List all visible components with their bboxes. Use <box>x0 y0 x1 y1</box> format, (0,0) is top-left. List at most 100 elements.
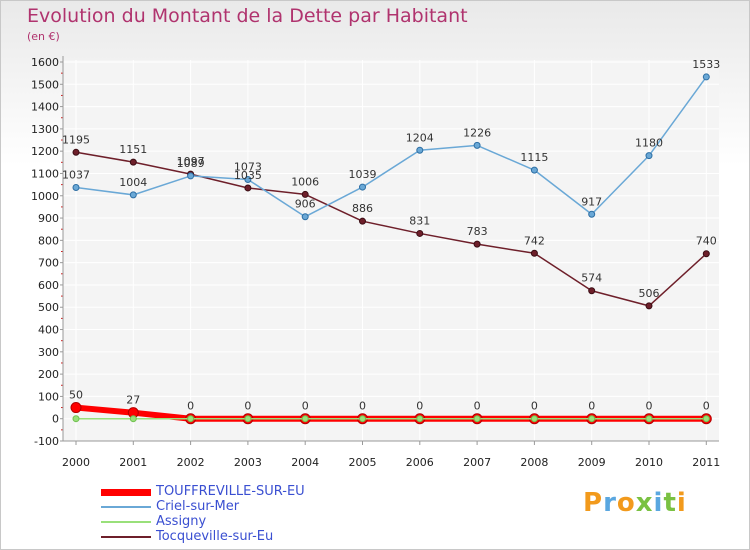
y-tick-label: 100 <box>38 390 59 403</box>
data-point-tocqueville-sur-eu <box>530 249 538 257</box>
legend-item-criel: Criel-sur-Mer <box>101 499 361 515</box>
y-tick-label: 300 <box>38 346 59 359</box>
data-point-assigny <box>473 415 481 423</box>
legend: TOUFFREVILLE-SUR-EU Criel-sur-Mer Assign… <box>101 484 361 545</box>
data-label-criel-sur-mer: 1226 <box>463 126 491 139</box>
data-point-criel-sur-mer <box>301 213 309 221</box>
y-tick-label: 1000 <box>31 190 59 203</box>
data-label-tocqueville-sur-eu: 574 <box>581 272 602 285</box>
x-tick-label: 2007 <box>463 456 491 469</box>
proxiti-logo: Proxiti <box>583 488 687 518</box>
data-label-criel-sur-mer: 1004 <box>119 176 147 189</box>
data-label-touffreville-sur-eu: 0 <box>416 400 423 413</box>
data-point-tocqueville-sur-eu <box>244 184 252 192</box>
data-label-tocqueville-sur-eu: 1195 <box>62 133 90 146</box>
legend-item-assigny: Assigny <box>101 514 361 530</box>
legend-item-touffreville: TOUFFREVILLE-SUR-EU <box>101 484 361 500</box>
x-tick-label: 2003 <box>234 456 262 469</box>
data-point-criel-sur-mer <box>244 175 252 183</box>
data-label-criel-sur-mer: 906 <box>295 198 316 211</box>
series-line-tocqueville-sur-eu <box>75 151 707 307</box>
data-labels: 50 27 0 0 0 0 0 0 0 0 0 0 1037 1004 1089 1073 906 1039 120… <box>62 58 720 413</box>
y-tick-label: -100 <box>34 435 59 448</box>
chart-title: Evolution du Montant de la Dette par Hab… <box>27 5 468 27</box>
data-point-tocqueville-sur-eu <box>702 250 710 258</box>
data-label-criel-sur-mer: 1039 <box>349 168 377 181</box>
data-point-criel-sur-mer <box>359 183 366 191</box>
data-label-criel-sur-mer: 1089 <box>177 157 205 170</box>
data-point-tocqueville-sur-eu <box>129 158 137 166</box>
data-point-tocqueville-sur-eu <box>473 240 481 248</box>
y-tick-label: 1500 <box>31 78 59 91</box>
data-label-tocqueville-sur-eu: 886 <box>352 202 373 215</box>
chart-subtitle: (en €) <box>27 30 60 43</box>
legend-label-criel: Criel-sur-Mer <box>156 499 240 514</box>
y-tick-label: 1400 <box>31 101 59 114</box>
data-label-touffreville-sur-eu: 50 <box>69 389 83 402</box>
x-tick-label: 2009 <box>578 456 606 469</box>
y-tick-label: 1600 <box>31 56 59 69</box>
data-point-criel-sur-mer <box>187 172 195 180</box>
y-tick-label: 800 <box>38 234 59 247</box>
data-point-assigny <box>244 415 252 423</box>
y-tick-label: 1300 <box>31 123 59 136</box>
data-label-tocqueville-sur-eu: 1097 <box>177 155 205 168</box>
data-point-tocqueville-sur-eu <box>72 148 80 156</box>
data-label-criel-sur-mer: 1073 <box>234 160 262 173</box>
data-point-criel-sur-mer <box>416 146 424 154</box>
data-point-assigny <box>702 415 710 423</box>
data-label-criel-sur-mer: 1180 <box>635 137 663 150</box>
data-label-tocqueville-sur-eu: 506 <box>639 287 660 300</box>
data-label-tocqueville-sur-eu: 740 <box>696 235 717 248</box>
y-tick-label: 0 <box>52 413 59 426</box>
data-point-tocqueville-sur-eu <box>416 229 424 237</box>
legend-swatch-tocqueville <box>101 536 151 538</box>
y-tick-label: 1100 <box>31 167 59 180</box>
data-label-criel-sur-mer: 1037 <box>62 169 90 182</box>
data-label-criel-sur-mer: 1115 <box>520 151 548 164</box>
y-tick-label: 600 <box>38 279 59 292</box>
data-label-touffreville-sur-eu: 0 <box>703 400 710 413</box>
series-line-criel-sur-mer <box>75 76 707 218</box>
data-point-assigny <box>187 415 195 423</box>
legend-label-assigny: Assigny <box>156 514 207 529</box>
data-point-criel-sur-mer <box>645 152 653 160</box>
x-tick-label: 2001 <box>119 456 147 469</box>
data-label-touffreville-sur-eu: 0 <box>646 400 653 413</box>
data-label-criel-sur-mer: 1204 <box>406 131 434 144</box>
data-label-tocqueville-sur-eu: 1035 <box>234 169 262 182</box>
data-point-criel-sur-mer <box>72 184 80 192</box>
y-tick-label: 200 <box>38 368 59 381</box>
x-tick-label: 2011 <box>692 456 720 469</box>
data-label-touffreville-sur-eu: 27 <box>126 394 140 407</box>
y-tick-label: 400 <box>38 324 59 337</box>
x-tick-label: 2006 <box>406 456 434 469</box>
legend-item-tocqueville: Tocqueville-sur-Eu <box>101 529 361 545</box>
data-point-touffreville-sur-eu <box>70 402 82 414</box>
data-label-touffreville-sur-eu: 0 <box>531 400 538 413</box>
data-point-assigny <box>530 415 538 423</box>
data-point-assigny <box>588 415 596 423</box>
data-point-tocqueville-sur-eu <box>588 287 596 295</box>
data-label-touffreville-sur-eu: 0 <box>302 400 309 413</box>
data-point-tocqueville-sur-eu <box>645 302 653 310</box>
legend-swatch-assigny <box>101 521 151 523</box>
data-point-criel-sur-mer <box>129 191 137 199</box>
data-label-touffreville-sur-eu: 0 <box>588 400 595 413</box>
x-tick-label: 2010 <box>635 456 663 469</box>
data-label-touffreville-sur-eu: 0 <box>359 400 366 413</box>
y-tick-label: 700 <box>38 257 59 270</box>
data-label-criel-sur-mer: 917 <box>581 195 602 208</box>
x-tick-label: 2005 <box>349 456 377 469</box>
series <box>70 73 712 425</box>
data-point-assigny <box>416 415 424 423</box>
data-point-criel-sur-mer <box>588 210 596 218</box>
y-tick-label: 900 <box>38 212 59 225</box>
data-point-assigny <box>359 415 366 423</box>
data-point-tocqueville-sur-eu <box>359 217 366 225</box>
x-tick-label: 2008 <box>520 456 548 469</box>
legend-label-touffreville: TOUFFREVILLE-SUR-EU <box>156 484 305 499</box>
legend-swatch-touffreville <box>101 489 151 496</box>
y-tick-label: 1200 <box>31 145 59 158</box>
